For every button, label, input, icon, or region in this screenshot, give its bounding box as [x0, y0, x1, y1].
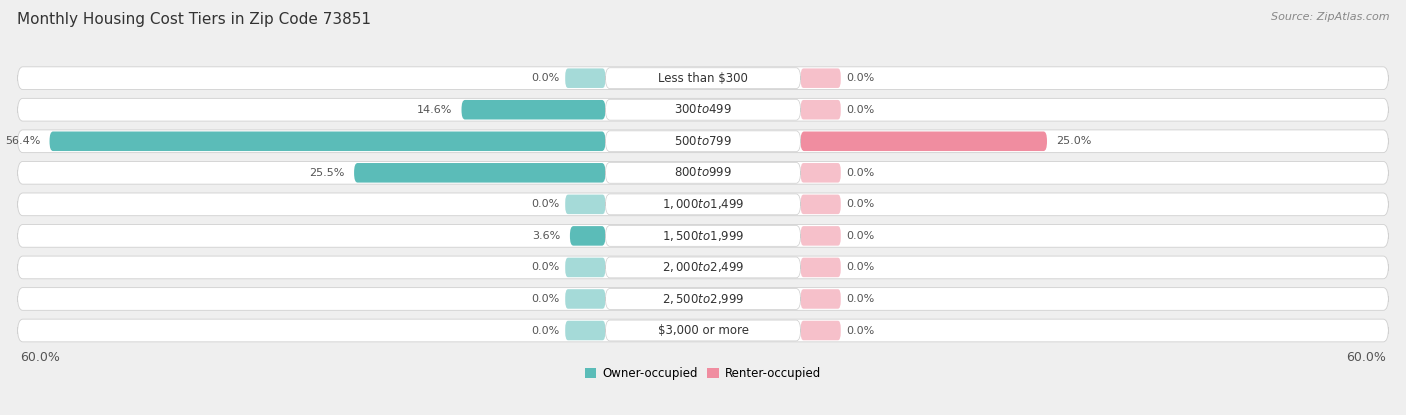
FancyBboxPatch shape — [49, 132, 606, 151]
Text: 0.0%: 0.0% — [531, 325, 560, 335]
FancyBboxPatch shape — [606, 288, 800, 309]
Text: 14.6%: 14.6% — [418, 105, 453, 115]
Text: Monthly Housing Cost Tiers in Zip Code 73851: Monthly Housing Cost Tiers in Zip Code 7… — [17, 12, 371, 27]
FancyBboxPatch shape — [606, 257, 800, 278]
FancyBboxPatch shape — [17, 288, 1389, 310]
FancyBboxPatch shape — [800, 321, 841, 340]
FancyBboxPatch shape — [565, 289, 606, 309]
FancyBboxPatch shape — [606, 68, 800, 88]
FancyBboxPatch shape — [17, 193, 1389, 216]
Text: 0.0%: 0.0% — [531, 262, 560, 272]
FancyBboxPatch shape — [17, 256, 1389, 279]
FancyBboxPatch shape — [17, 161, 1389, 184]
Text: 0.0%: 0.0% — [531, 199, 560, 209]
FancyBboxPatch shape — [606, 99, 800, 120]
Text: $2,000 to $2,499: $2,000 to $2,499 — [662, 261, 744, 274]
Text: 0.0%: 0.0% — [531, 73, 560, 83]
FancyBboxPatch shape — [606, 162, 800, 183]
FancyBboxPatch shape — [565, 321, 606, 340]
FancyBboxPatch shape — [354, 163, 606, 183]
Text: 0.0%: 0.0% — [846, 73, 875, 83]
FancyBboxPatch shape — [800, 68, 841, 88]
Text: Less than $300: Less than $300 — [658, 72, 748, 85]
FancyBboxPatch shape — [17, 98, 1389, 121]
FancyBboxPatch shape — [800, 226, 841, 246]
Text: $800 to $999: $800 to $999 — [673, 166, 733, 179]
FancyBboxPatch shape — [800, 258, 841, 277]
Text: Source: ZipAtlas.com: Source: ZipAtlas.com — [1271, 12, 1389, 22]
Text: $1,500 to $1,999: $1,500 to $1,999 — [662, 229, 744, 243]
FancyBboxPatch shape — [17, 67, 1389, 90]
FancyBboxPatch shape — [800, 163, 841, 183]
Text: 0.0%: 0.0% — [846, 231, 875, 241]
FancyBboxPatch shape — [17, 130, 1389, 153]
Text: $1,000 to $1,499: $1,000 to $1,499 — [662, 198, 744, 211]
Text: $3,000 or more: $3,000 or more — [658, 324, 748, 337]
Text: $2,500 to $2,999: $2,500 to $2,999 — [662, 292, 744, 306]
FancyBboxPatch shape — [565, 195, 606, 214]
Legend: Owner-occupied, Renter-occupied: Owner-occupied, Renter-occupied — [579, 362, 827, 385]
Text: 25.5%: 25.5% — [309, 168, 344, 178]
Text: 0.0%: 0.0% — [846, 199, 875, 209]
Text: $300 to $499: $300 to $499 — [673, 103, 733, 116]
Text: 60.0%: 60.0% — [20, 351, 59, 364]
Text: 0.0%: 0.0% — [846, 168, 875, 178]
Text: $500 to $799: $500 to $799 — [673, 135, 733, 148]
FancyBboxPatch shape — [565, 258, 606, 277]
FancyBboxPatch shape — [461, 100, 606, 120]
Text: 3.6%: 3.6% — [533, 231, 561, 241]
FancyBboxPatch shape — [800, 289, 841, 309]
Text: 25.0%: 25.0% — [1056, 136, 1091, 146]
FancyBboxPatch shape — [606, 320, 800, 341]
FancyBboxPatch shape — [606, 131, 800, 151]
FancyBboxPatch shape — [800, 100, 841, 120]
Text: 0.0%: 0.0% — [846, 105, 875, 115]
Text: 56.4%: 56.4% — [6, 136, 41, 146]
FancyBboxPatch shape — [800, 195, 841, 214]
FancyBboxPatch shape — [800, 132, 1047, 151]
FancyBboxPatch shape — [17, 225, 1389, 247]
Text: 0.0%: 0.0% — [846, 262, 875, 272]
FancyBboxPatch shape — [569, 226, 606, 246]
FancyBboxPatch shape — [606, 194, 800, 215]
Text: 0.0%: 0.0% — [846, 294, 875, 304]
Text: 0.0%: 0.0% — [846, 325, 875, 335]
FancyBboxPatch shape — [565, 68, 606, 88]
FancyBboxPatch shape — [17, 319, 1389, 342]
Text: 0.0%: 0.0% — [531, 294, 560, 304]
FancyBboxPatch shape — [606, 225, 800, 246]
Text: 60.0%: 60.0% — [1347, 351, 1386, 364]
